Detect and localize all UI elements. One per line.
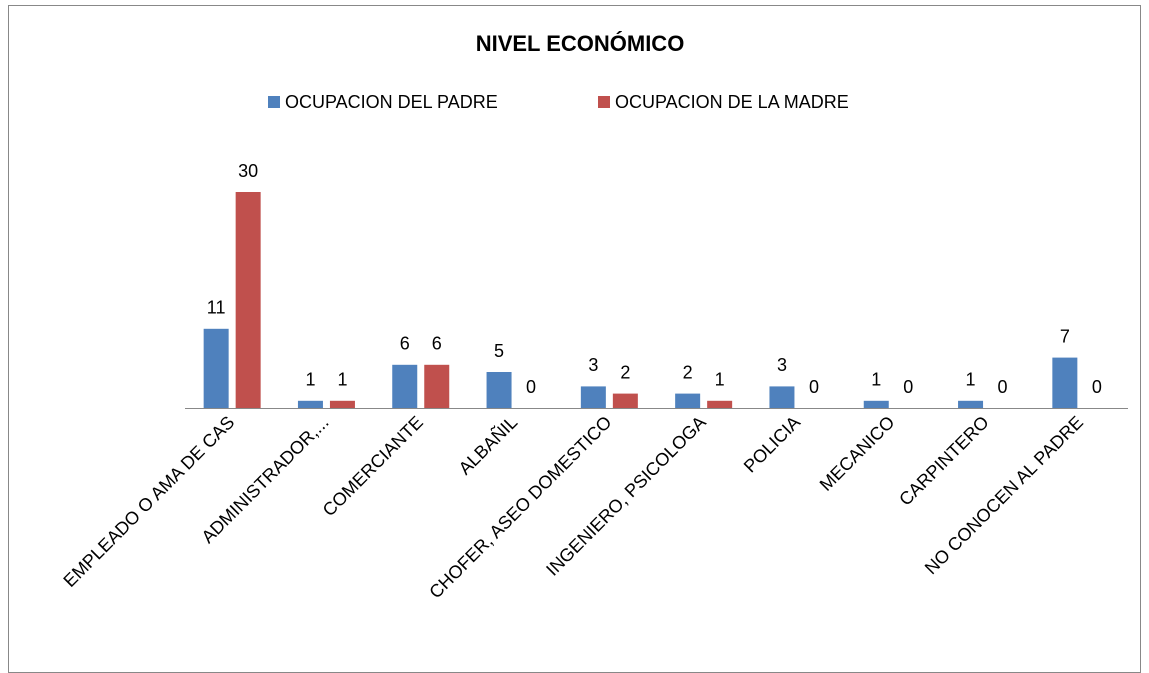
bar (958, 400, 984, 408)
bar (203, 328, 229, 408)
bar (769, 386, 795, 408)
bar (863, 400, 889, 408)
data-label: 6 (432, 334, 442, 354)
legend-label: OCUPACION DEL PADRE (285, 92, 498, 112)
data-label: 3 (777, 355, 787, 375)
data-label: 0 (903, 377, 913, 397)
bar (675, 393, 701, 408)
legend-label: OCUPACION DE LA MADRE (615, 92, 849, 112)
data-label: 1 (337, 370, 347, 390)
bar (707, 400, 733, 408)
data-label: 7 (1060, 326, 1070, 346)
bar (392, 364, 418, 408)
bar (580, 386, 606, 408)
data-label: 6 (400, 334, 410, 354)
data-label: 0 (998, 377, 1008, 397)
data-label: 0 (526, 377, 536, 397)
bar (235, 192, 261, 408)
data-label: 1 (305, 370, 315, 390)
data-label: 0 (1092, 377, 1102, 397)
bar (424, 364, 450, 408)
data-label: 2 (620, 362, 630, 382)
bar (297, 400, 323, 408)
bar (329, 400, 355, 408)
legend-swatch (598, 96, 610, 108)
data-label: 1 (715, 370, 725, 390)
legend-swatch (268, 96, 280, 108)
data-label: 30 (238, 161, 258, 181)
data-label: 1 (966, 370, 976, 390)
data-label: 11 (207, 298, 226, 318)
data-label: 3 (588, 355, 598, 375)
bar (486, 372, 512, 408)
data-label: 1 (871, 370, 881, 390)
data-label: 5 (494, 341, 504, 361)
bar (1052, 357, 1078, 408)
data-label: 2 (683, 362, 693, 382)
chart-frame (8, 5, 1141, 673)
bar (612, 393, 638, 408)
chart-title: NIVEL ECONÓMICO (476, 31, 685, 56)
data-label: 0 (809, 377, 819, 397)
